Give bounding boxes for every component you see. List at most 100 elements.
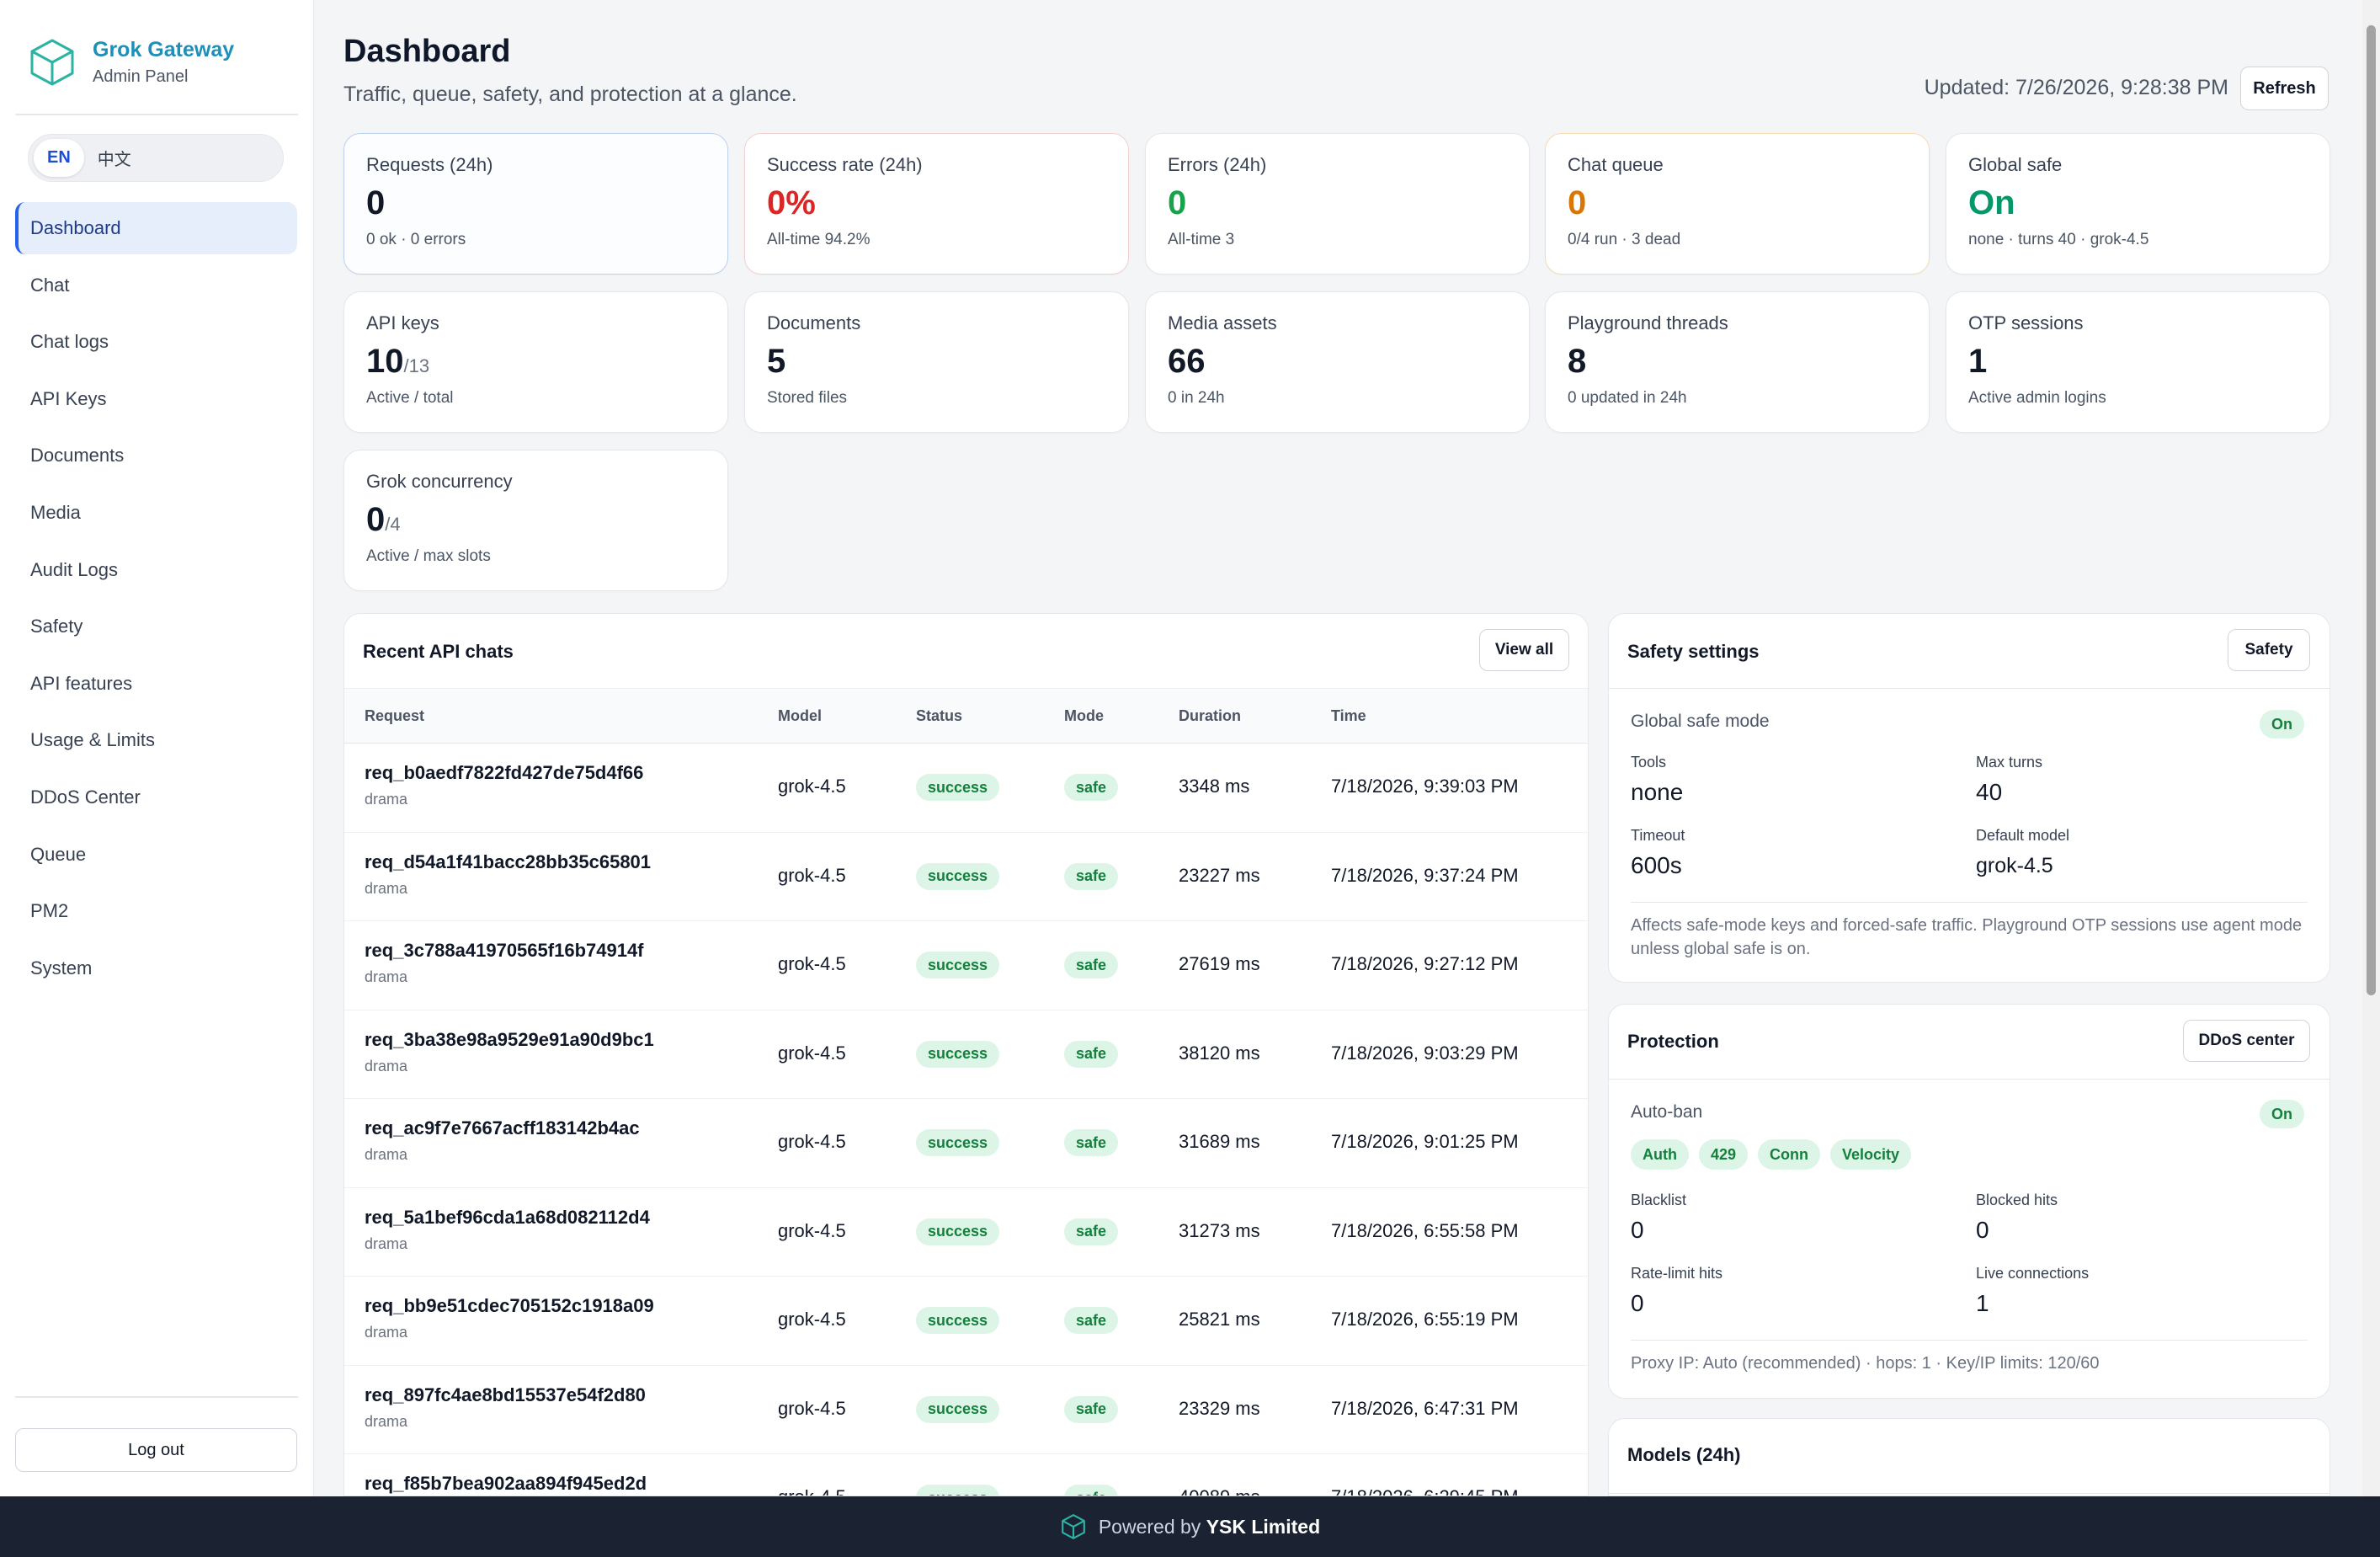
mode-badge: safe [1064, 1485, 1119, 1496]
table-row[interactable]: req_5a1bef96cda1a68d082112d4 drama grok-… [344, 1188, 1588, 1277]
nav-item-dashboard[interactable]: Dashboard [15, 202, 297, 254]
table-row[interactable]: req_d54a1f41bacc28bb35c65801 drama grok-… [344, 833, 1588, 921]
scrollbar-thumb[interactable] [2367, 25, 2376, 995]
stat-label: Grok concurrency [366, 471, 513, 492]
status-badge: success [916, 774, 1000, 801]
table-row[interactable]: req_bb9e51cdec705152c1918a09 drama grok-… [344, 1277, 1588, 1366]
timeout-value: 600s [1631, 852, 1682, 878]
stat-label: Requests (24h) [366, 154, 493, 175]
blacklist-value: 0 [1631, 1217, 1644, 1243]
auto-ban-badge[interactable]: On [2260, 1100, 2304, 1128]
nav-item-system[interactable]: System [30, 957, 93, 978]
model-cell: grok-4.5 [778, 1219, 846, 1241]
nav-item-documents[interactable]: Documents [30, 445, 125, 467]
stat-card-media-assets: Media assets 66 0 in 24h [1145, 291, 1530, 433]
nav-item-usage-limits[interactable]: Usage & Limits [30, 729, 155, 751]
time-cell: 7/18/2026, 9:01:25 PM [1331, 1131, 1519, 1152]
safety-note-line-2: unless global safe is on. [1631, 940, 1811, 958]
mode-badge: safe [1064, 1395, 1119, 1423]
request-id[interactable]: req_b0aedf7822fd427de75d4f66 [365, 762, 644, 783]
nav-item-queue[interactable]: Queue [30, 843, 87, 865]
refresh-button[interactable]: Refresh [2240, 67, 2329, 110]
model-cell: grok-4.5 [778, 1131, 846, 1152]
brand[interactable]: Grok Gateway Admin Panel [27, 37, 234, 88]
model-cell: grok-4.5 [778, 1397, 846, 1419]
stat-label: Chat queue [1568, 154, 1664, 175]
nav-item-api-keys[interactable]: API Keys [30, 387, 107, 409]
request-tag: drama [365, 879, 408, 897]
stat-sub: 0 in 24h [1168, 389, 1225, 407]
tag-429: 429 [1698, 1139, 1749, 1170]
page-title: Dashboard [343, 34, 511, 69]
mode-badge: safe [1064, 774, 1119, 801]
stat-sub: Active / max slots [366, 547, 491, 565]
status-badge: success [916, 1129, 1000, 1156]
stat-value: 5 [767, 343, 786, 380]
tag-conn: Conn [1758, 1139, 1821, 1170]
tag-auth: Auth [1631, 1139, 1689, 1170]
time-cell: 7/18/2026, 9:03:29 PM [1331, 1042, 1519, 1064]
nav-item-safety[interactable]: Safety [30, 616, 83, 637]
table-row[interactable]: req_3c788a41970565f16b74914f drama grok-… [344, 921, 1588, 1010]
table-header: Request Model Status Mode Duration Time [344, 688, 1588, 744]
nav-item-pm2[interactable]: PM2 [30, 900, 69, 922]
request-id[interactable]: req_3c788a41970565f16b74914f [365, 940, 644, 961]
stat-label: OTP sessions [1968, 312, 2084, 333]
stat-value-total: /13 [403, 355, 430, 376]
nav-item-api-features[interactable]: API features [30, 672, 133, 694]
request-tag: drama [365, 1057, 408, 1074]
view-all-button[interactable]: View all [1479, 629, 1569, 671]
nav-item-audit-logs[interactable]: Audit Logs [30, 558, 118, 580]
stat-value: 8 [1568, 343, 1587, 380]
stat-card-otp-sessions: OTP sessions 1 Active admin logins [1946, 291, 2330, 433]
global-safe-mode-badge[interactable]: On [2260, 710, 2304, 739]
logout-button[interactable]: Log out [15, 1428, 297, 1472]
request-id[interactable]: req_f85b7bea902aa894f945ed2d [365, 1473, 647, 1494]
lang-en-button[interactable]: EN [34, 139, 84, 177]
stat-card-global-safe: Global safe On none · turns 40 · grok-4.… [1946, 133, 2330, 275]
stat-sub: none · turns 40 · grok-4.5 [1968, 231, 2149, 248]
table-row[interactable]: req_b0aedf7822fd427de75d4f66 drama grok-… [344, 744, 1588, 833]
time-cell: 7/18/2026, 6:55:58 PM [1331, 1219, 1519, 1241]
panel-title: Models (24h) [1627, 1444, 1741, 1465]
stat-card-grok-concurrency: Grok concurrency 0/4 Active / max slots [343, 450, 728, 591]
lang-zh-button[interactable]: 中文 [97, 151, 131, 169]
request-id[interactable]: req_d54a1f41bacc28bb35c65801 [365, 850, 652, 872]
language-switch: EN 中文 [28, 134, 284, 182]
page-scrollbar[interactable] [2362, 0, 2380, 1496]
nav-item-media[interactable]: Media [30, 501, 81, 523]
panel-divider [1609, 1079, 2329, 1080]
nav-item-chat-logs[interactable]: Chat logs [30, 331, 109, 353]
default-model-label: Default model [1976, 827, 2070, 844]
nav-item-ddos-center[interactable]: DDoS Center [30, 786, 141, 808]
ddos-center-button[interactable]: DDoS center [2183, 1020, 2310, 1062]
duration-cell: 31689 ms [1179, 1131, 1260, 1152]
request-id[interactable]: req_bb9e51cdec705152c1918a09 [365, 1295, 654, 1316]
safety-button[interactable]: Safety [2228, 629, 2310, 671]
table-row[interactable]: req_3ba38e98a9529e91a90d9bc1 drama grok-… [344, 1010, 1588, 1099]
panel-title: Recent API chats [363, 641, 514, 662]
stat-label: API keys [366, 312, 439, 333]
stat-card-success-rate: Success rate (24h) 0% All-time 94.2% [744, 133, 1129, 275]
table-row[interactable]: req_f85b7bea902aa894f945ed2d drama grok-… [344, 1454, 1588, 1496]
request-id[interactable]: req_3ba38e98a9529e91a90d9bc1 [365, 1028, 654, 1050]
status-badge: success [916, 862, 1000, 890]
rate-limit-hits-label: Rate-limit hits [1631, 1265, 1723, 1282]
table-row[interactable]: req_897fc4ae8bd15537e54f2d80 drama grok-… [344, 1366, 1588, 1454]
request-id[interactable]: req_ac9f7e7667acff183142b4ac [365, 1117, 640, 1138]
panel-title: Safety settings [1627, 641, 1760, 662]
nav-item-chat[interactable]: Chat [30, 274, 70, 296]
column-header: Status [916, 707, 963, 724]
table-row[interactable]: req_ac9f7e7667acff183142b4ac drama grok-… [344, 1099, 1588, 1188]
stat-sub: Active admin logins [1968, 389, 2106, 407]
stat-value: 0 [1568, 184, 1587, 221]
time-cell: 7/18/2026, 6:29:45 PM [1331, 1486, 1519, 1496]
sidebar-divider [15, 114, 298, 115]
request-id[interactable]: req_5a1bef96cda1a68d082112d4 [365, 1206, 650, 1228]
stat-card-chat-queue: Chat queue 0 0/4 run · 3 dead [1545, 133, 1930, 275]
request-id[interactable]: req_897fc4ae8bd15537e54f2d80 [365, 1384, 646, 1405]
auto-ban-label: Auto-ban [1631, 1102, 1703, 1122]
panel-divider [1609, 1493, 2329, 1494]
max-turns-label: Max turns [1976, 754, 2043, 771]
company-link[interactable]: YSK Limited [1206, 1515, 1321, 1538]
